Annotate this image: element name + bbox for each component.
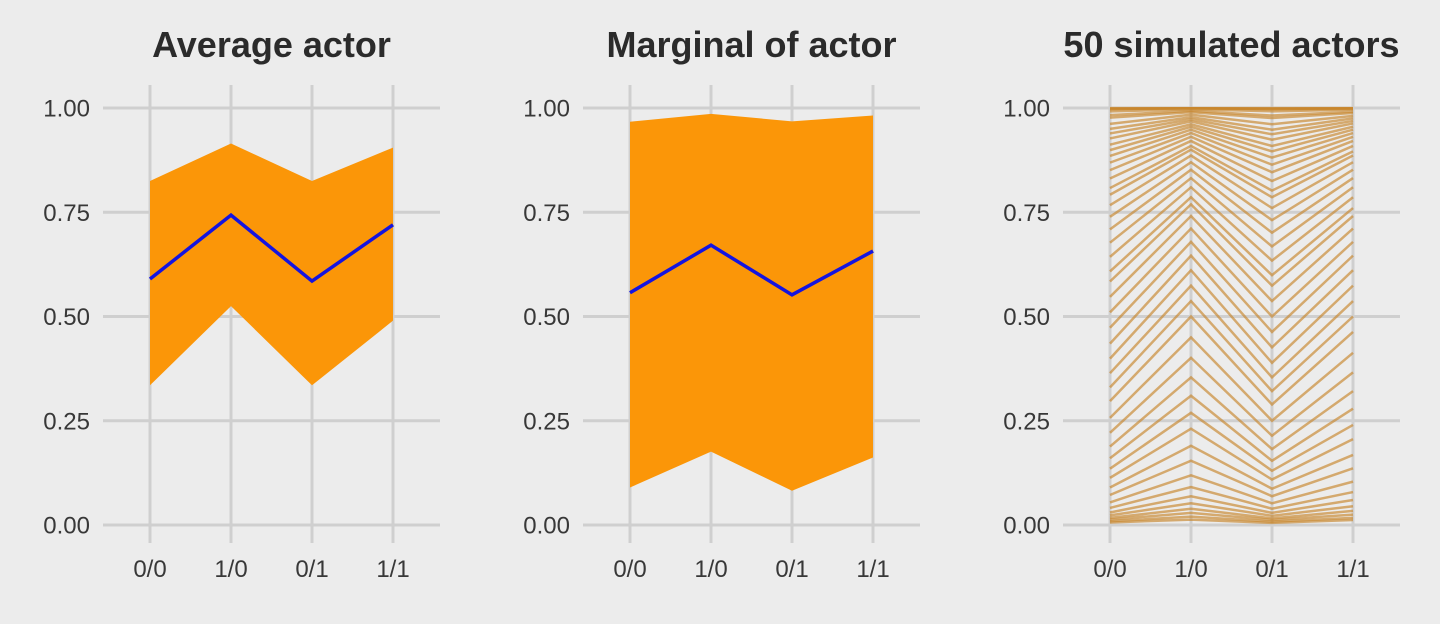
sim-line-actor-46 [1109,502,1354,518]
panel-simulated-actors: 50 simulated actors 0.00 0.25 0.50 0.75 1.00… [960,0,1440,624]
average-actor-chart: Average actor 0.00 0.25 0.50 0.75 1.00 0/0 1/0… [43,24,440,583]
y-tick-label: 0.00 [523,513,570,540]
sim-line-actor-28 [1109,226,1354,319]
sim-line-actor-11 [1109,120,1354,141]
sim-line-actor-26 [1109,202,1354,288]
x-tick-label: 1/0 [214,556,247,583]
sim-line-actor-24 [1109,185,1354,263]
sim-line-actor-37 [1109,375,1354,451]
sim-line-actor-16 [1109,135,1354,174]
sim-line-actor-45 [1109,494,1354,515]
y-tick-label: 0.75 [1003,200,1050,227]
sim-line-actor-40 [1109,427,1354,481]
sim-line-actor-32 [1109,283,1354,380]
panel-marginal-of-actor: Marginal of actor 0.00 0.25 0.50 0.75 1.00 0/… [480,0,960,624]
sim-line-actor-30 [1109,253,1354,350]
panel-title-marginal-of-actor: Marginal of actor [606,24,896,65]
sim-line-actor-27 [1109,214,1354,303]
uncertainty-band [150,143,393,386]
y-tick-label: 0.50 [523,304,570,331]
sim-line-actor-44 [1109,485,1354,511]
sim-line-actor-48 [1109,511,1354,522]
sim-line-actor-8 [1109,113,1354,126]
sim-line-actor-12 [1109,122,1354,148]
x-tick-label: 0/0 [1093,556,1126,583]
marginal-of-actor-chart: Marginal of actor 0.00 0.25 0.50 0.75 1.00 0/… [523,24,920,583]
y-tick-label: 0.75 [523,200,570,227]
simulated-actors-chart: 50 simulated actors 0.00 0.25 0.50 0.75 1.00… [1003,24,1400,583]
panel-title-average-actor: Average actor [152,24,391,65]
sim-line-actor-5 [1109,108,1354,113]
sim-line-actor-33 [1109,299,1354,393]
sim-line-actor-49 [1109,515,1354,523]
mean-line [629,243,874,297]
y-tick-label: 1.00 [523,96,570,123]
y-tick-label: 0.50 [43,304,90,331]
y-tick-label: 1.00 [1003,96,1050,123]
y-tick-label: 0.00 [1003,513,1050,540]
sim-line-actor-4 [1109,107,1354,111]
x-tick-label: 1/0 [694,556,727,583]
sim-line-actor-36 [1109,356,1354,438]
y-tick-label: 0.00 [43,513,90,540]
sim-line-actor-38 [1109,394,1354,463]
sim-line-actor-50 [1109,518,1354,525]
sim-line-actor-10 [1109,117,1354,136]
sim-line-actor-31 [1109,268,1354,365]
sim-line-actor-9 [1109,115,1354,131]
y-tick-label: 0.25 [43,408,90,435]
y-tick-label: 0.75 [43,200,90,227]
x-tick-label: 0/1 [775,556,808,583]
mean-line [148,212,394,284]
x-tick-label: 1/1 [376,556,409,583]
x-tick-label: 0/0 [613,556,646,583]
x-tick-label: 1/0 [1174,556,1207,583]
sim-line-actor-29 [1109,240,1354,334]
sim-line-actor-13 [1109,125,1354,153]
x-tick-label: 0/1 [295,556,328,583]
sim-line-actor-14 [1109,128,1354,159]
sim-line-actor-23 [1109,176,1354,249]
y-tick-label: 0.50 [1003,304,1050,331]
sim-line-actor-6 [1109,109,1354,117]
sim-line-actor-20 [1109,154,1354,210]
y-tick-label: 1.00 [43,96,90,123]
sim-line-actor-41 [1109,444,1354,491]
sim-line-actor-22 [1109,168,1354,235]
sim-line-actor-42 [1109,459,1354,498]
y-tick-label: 0.25 [523,408,570,435]
x-tick-label: 1/1 [856,556,889,583]
uncertainty-band [630,113,873,491]
x-tick-label: 0/1 [1255,556,1288,583]
sim-line-actor-21 [1109,160,1354,222]
panel-title-simulated-actors: 50 simulated actors [1063,24,1399,65]
sim-line-actor-18 [1109,144,1354,192]
sim-line-actor-34 [1109,314,1354,407]
panel-average-actor: Average actor 0.00 0.25 0.50 0.75 1.00 0/0 1/0… [0,0,480,624]
sim-line-actor-15 [1109,131,1354,167]
x-tick-label: 1/1 [1336,556,1369,583]
sim-line-actor-47 [1109,507,1354,520]
sim-line-actor-7 [1109,110,1354,120]
sim-line-actor-17 [1109,139,1354,183]
x-tick-label: 0/0 [133,556,166,583]
sim-line-actor-39 [1109,411,1354,473]
sim-line-actor-19 [1109,148,1354,199]
sim-line-actor-43 [1109,474,1354,505]
y-tick-label: 0.25 [1003,408,1050,435]
sim-line-actor-35 [1109,335,1354,423]
sim-line-actor-25 [1109,195,1354,277]
